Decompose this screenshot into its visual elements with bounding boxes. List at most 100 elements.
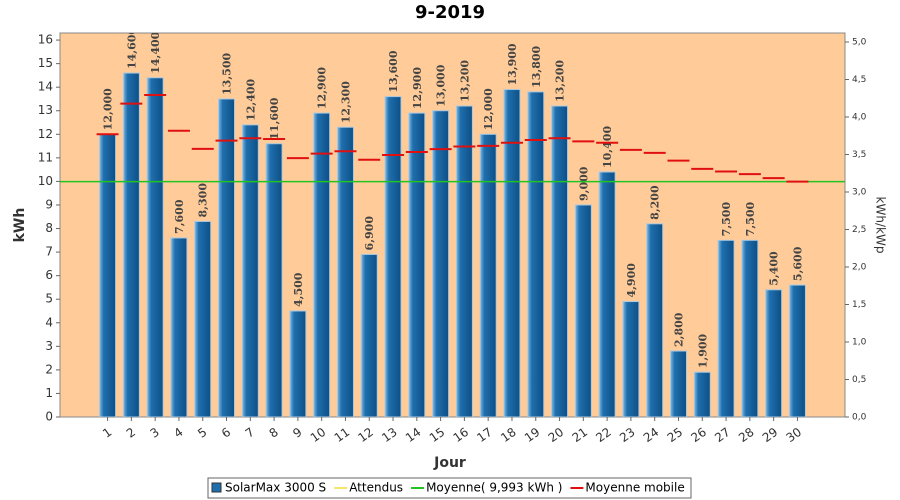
- x-tick-label: 4: [171, 425, 185, 441]
- value-label: 8,300: [197, 183, 210, 218]
- x-tick-label: 22: [593, 425, 614, 445]
- value-label: 13,800: [530, 45, 543, 87]
- value-label: 13,900: [506, 43, 519, 85]
- plot: 12,000 14,600 14,400 7,600 8,300 13,500 12,400…: [60, 27, 845, 417]
- bar: [455, 105, 473, 417]
- value-label: 12,000: [482, 88, 495, 130]
- x-tick-label: 12: [355, 425, 376, 445]
- value-label: 5,400: [768, 251, 781, 286]
- bar: [360, 253, 378, 417]
- value-label: 12,400: [244, 78, 257, 120]
- value-label: 11,600: [268, 97, 281, 139]
- value-label: 9,000: [577, 166, 590, 201]
- legend: [207, 477, 692, 499]
- y2-tick-label: 0,0: [852, 413, 867, 423]
- chart-title: 9-2019: [415, 2, 485, 23]
- value-label: 7,600: [173, 199, 186, 234]
- legend-label: Moyenne( 9,993 kWh ): [426, 481, 562, 495]
- y2-tick-label: 3,5: [852, 150, 866, 160]
- legend-label: SolarMax 3000 S: [225, 481, 326, 495]
- y-axis-label: kWh: [12, 208, 28, 243]
- y2-tick-label: 2,5: [852, 225, 866, 235]
- bar: [408, 112, 426, 417]
- legend-label: Moyenne mobile: [585, 481, 684, 495]
- value-label: 2,800: [672, 312, 685, 347]
- y-tick-label: 8: [45, 221, 53, 235]
- value-label: 13,500: [221, 53, 234, 95]
- bar: [765, 289, 783, 417]
- x-tick-label: 2: [124, 425, 138, 441]
- bar: [218, 98, 236, 417]
- x-tick-label: 17: [474, 425, 495, 445]
- bar: [669, 350, 687, 417]
- value-label: 12,900: [316, 67, 329, 109]
- x-tick-label: 7: [243, 425, 257, 441]
- bar: [741, 239, 759, 417]
- bar: [241, 124, 259, 417]
- value-label: 13,200: [554, 60, 567, 102]
- bar: [527, 91, 545, 417]
- value-label: 13,000: [435, 64, 448, 106]
- x-tick-label: 23: [617, 425, 638, 445]
- bar: [788, 284, 806, 417]
- value-label: 10,400: [601, 126, 614, 168]
- y2-tick-label: 5,0: [852, 38, 867, 48]
- y-tick-label: 15: [38, 56, 53, 70]
- x-tick-label: 19: [522, 425, 543, 445]
- x-tick-label: 11: [332, 425, 353, 445]
- legend-swatch: [211, 482, 222, 493]
- value-label: 4,900: [625, 263, 638, 298]
- value-label: 13,600: [387, 50, 400, 92]
- bar: [336, 126, 354, 417]
- x-tick-label: 1: [100, 425, 114, 441]
- y-tick-label: 5: [45, 292, 53, 306]
- y2-tick-label: 3,0: [852, 188, 867, 198]
- x-tick-label: 6: [219, 425, 233, 441]
- value-label: 8,200: [649, 185, 662, 220]
- x-tick-label: 14: [403, 425, 424, 445]
- bar: [479, 133, 497, 417]
- x-tick-label: 18: [498, 425, 519, 445]
- x-tick-label: 27: [712, 425, 733, 445]
- x-tick-label: 8: [267, 425, 281, 441]
- bar: [146, 77, 164, 417]
- bar: [432, 110, 450, 417]
- y-tick-label: 12: [38, 127, 53, 141]
- x-axis-label: Jour: [433, 455, 466, 471]
- bar: [194, 220, 212, 417]
- value-label: 14,400: [149, 31, 162, 73]
- x-tick-label: 29: [760, 425, 781, 445]
- value-label: 5,600: [791, 246, 804, 281]
- bar: [265, 143, 283, 417]
- y2-tick-label: 1,0: [852, 338, 867, 348]
- bar: [313, 112, 331, 417]
- bar: [598, 171, 616, 417]
- y-tick-label: 0: [45, 410, 53, 424]
- bar: [122, 72, 140, 417]
- x-tick-label: 24: [641, 425, 662, 445]
- x-tick-label: 15: [427, 425, 448, 445]
- bar: [693, 371, 711, 417]
- x-tick-label: 26: [688, 425, 709, 445]
- value-label: 14,600: [125, 27, 138, 69]
- bar: [551, 105, 569, 417]
- y-tick-label: 14: [38, 80, 53, 94]
- legend-items: SolarMax 3000 S Attendus Moyenne( 9,993 kW…: [211, 481, 685, 495]
- bar: [646, 223, 664, 417]
- x-tick-label: 3: [148, 425, 162, 441]
- y-tick-label: 4: [45, 315, 53, 329]
- plot-area: [59, 32, 846, 418]
- y-tick-label: 10: [38, 174, 53, 188]
- value-label: 7,500: [744, 202, 757, 237]
- y-tick-label: 16: [38, 33, 53, 47]
- bar: [170, 237, 188, 417]
- y-tick-label: 2: [45, 362, 53, 376]
- y-tick-label: 1: [45, 386, 53, 400]
- value-label: 12,900: [411, 67, 424, 109]
- value-label: 12,300: [339, 81, 352, 123]
- y2-tick-label: 4,0: [852, 113, 867, 123]
- y2-tick-label: 4,5: [852, 75, 866, 85]
- y-tick-label: 9: [45, 197, 53, 211]
- legend-label: Attendus: [349, 481, 403, 495]
